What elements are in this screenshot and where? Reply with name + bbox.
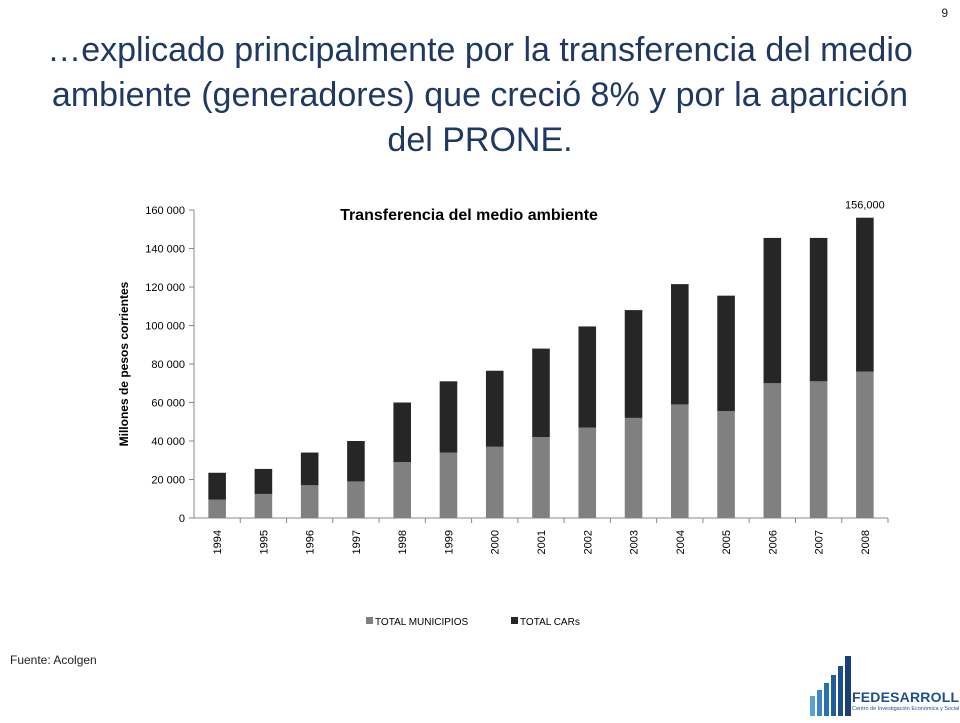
bar-total-cars-1995 [254, 468, 273, 494]
y-tick-label: 40 000 [151, 436, 185, 448]
bar-total-cars-1999 [439, 381, 458, 453]
logo-subtitle: Centro de Investigación Económica y Soci… [852, 706, 960, 712]
x-tick-label: 1999 [443, 530, 455, 554]
y-tick-label: 100 000 [145, 321, 185, 333]
bar-total-municipios-2008 [856, 371, 874, 518]
y-tick-label: 60 000 [151, 398, 185, 410]
bar-total-cars-2008 [856, 217, 874, 372]
bar-total-municipios-1999 [439, 452, 458, 518]
bar-total-cars-2006 [763, 237, 782, 384]
bar-total-municipios-2007 [809, 381, 828, 518]
y-tick-label: 120 000 [145, 282, 185, 294]
bar-total-municipios-2002 [578, 427, 597, 518]
bar-total-cars-2007 [809, 237, 828, 382]
x-tick-label: 1997 [351, 530, 363, 554]
data-label-2008-total: 156,000 [845, 200, 885, 212]
x-tick-label: 1998 [397, 530, 409, 554]
y-tick-label: 0 [179, 513, 185, 525]
x-tick-label: 2002 [582, 530, 594, 554]
x-tick-label: 1996 [305, 530, 317, 554]
bar-total-municipios-1995 [254, 493, 273, 518]
page-number: 9 [941, 6, 948, 20]
stacked-bar-chart: Transferencia del medio ambiente Millone… [117, 200, 889, 628]
bar-total-cars-1997 [347, 441, 365, 482]
bar-total-municipios-2003 [624, 417, 643, 518]
bar-total-cars-2000 [485, 370, 504, 447]
bar-total-municipios-2004 [671, 404, 689, 518]
bar-total-cars-2001 [532, 348, 550, 438]
y-tick-label: 20 000 [151, 475, 185, 487]
plot-area: 0 20 000 40 000 60 000 80 000 100 000 120 000 1… [145, 200, 889, 554]
bar-total-municipios-1998 [393, 462, 411, 518]
bar-total-municipios-2006 [763, 383, 782, 518]
chart-legend: TOTAL MUNICIPIOS TOTAL CARs [366, 617, 580, 628]
y-tick-label: 140 000 [145, 244, 185, 256]
bar-total-municipios-1996 [300, 485, 319, 518]
bar-total-cars-1998 [393, 402, 411, 463]
y-axis-label: Millones de pesos corrientes [117, 281, 131, 446]
y-tick-label: 160 000 [145, 205, 185, 217]
x-tick-label: 2001 [536, 530, 548, 554]
bar-total-municipios-1994 [208, 499, 226, 518]
source-note: Fuente: Acolgen [10, 653, 97, 667]
x-tick-label: 2007 [814, 530, 826, 554]
bar-total-municipios-1997 [347, 481, 365, 518]
legend-swatch-total-municipios [366, 617, 373, 624]
x-tick-label: 2005 [721, 530, 733, 554]
legend-label-total-cars: TOTAL CARs [520, 617, 580, 628]
logo-name: FEDESARROLLO [852, 689, 960, 705]
fedesarrollo-logo: FEDESARROLLO Centro de Investigación Eco… [808, 656, 960, 718]
bar-chart-logo-icon [810, 656, 851, 716]
x-tick-label: 2000 [490, 530, 502, 554]
chart-title: Transferencia del medio ambiente [340, 207, 598, 224]
x-tick-label: 2004 [675, 530, 687, 554]
x-tick-label: 1995 [258, 530, 270, 554]
bar-total-cars-1994 [208, 472, 226, 500]
bar-total-cars-2003 [624, 310, 643, 418]
x-tick-label: 2008 [860, 530, 872, 554]
bar-total-cars-2005 [717, 295, 735, 412]
bar-total-municipios-2000 [485, 446, 504, 518]
x-tick-label: 1994 [212, 530, 224, 554]
bar-total-cars-2004 [671, 284, 689, 405]
chart-container: Transferencia del medio ambiente Millone… [100, 188, 900, 638]
legend-swatch-total-cars [511, 617, 518, 624]
x-tick-label: 2006 [767, 530, 779, 554]
bar-total-cars-1996 [300, 452, 319, 486]
legend-label-total-municipios: TOTAL MUNICIPIOS [375, 617, 468, 628]
bar-total-municipios-2001 [532, 437, 550, 518]
x-tick-label: 2003 [629, 530, 641, 554]
bar-total-municipios-2005 [717, 411, 735, 518]
slide-title: …explicado principalmente por la transfe… [47, 31, 913, 159]
bar-total-cars-2002 [578, 326, 597, 428]
y-tick-label: 80 000 [151, 359, 185, 371]
